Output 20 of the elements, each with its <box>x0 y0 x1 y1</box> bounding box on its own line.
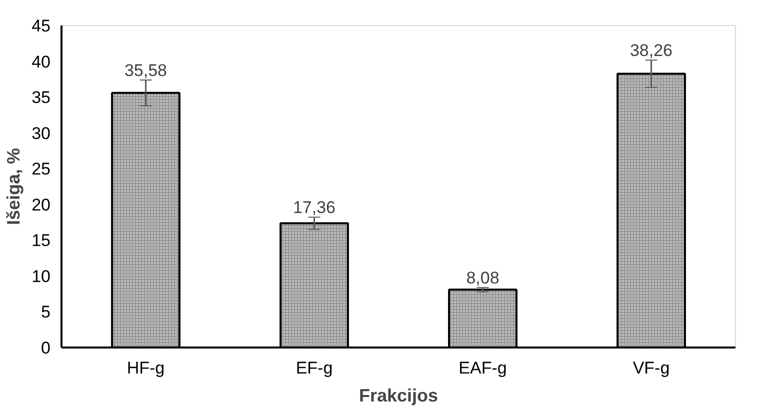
data-label: 17,36 <box>292 198 336 218</box>
y-tick-label: 25 <box>32 160 51 179</box>
y-tick-label: 15 <box>32 231 51 250</box>
y-tick-label: 30 <box>32 124 51 143</box>
y-tick-label: 45 <box>32 16 51 36</box>
data-label: 35,58 <box>124 61 168 80</box>
y-tick-label: 0 <box>41 338 51 358</box>
y-tick-label: 40 <box>32 52 51 72</box>
y-tick-label: 20 <box>32 195 51 214</box>
y-axis-title: Išeiga, % <box>4 148 24 226</box>
x-tick-label: VF-g <box>632 358 670 378</box>
x-axis-title: Frakcijos <box>358 386 438 406</box>
data-label: 38,26 <box>630 41 673 60</box>
y-tick-label: 10 <box>32 266 51 286</box>
x-tick-label: HF-g <box>126 358 165 378</box>
data-label: 8,08 <box>466 268 500 288</box>
x-tick-label: EAF-g <box>458 358 507 378</box>
x-tick-label: EF-g <box>296 358 333 378</box>
y-tick-label: 5 <box>41 302 51 322</box>
y-tick-label: 35 <box>32 88 51 108</box>
